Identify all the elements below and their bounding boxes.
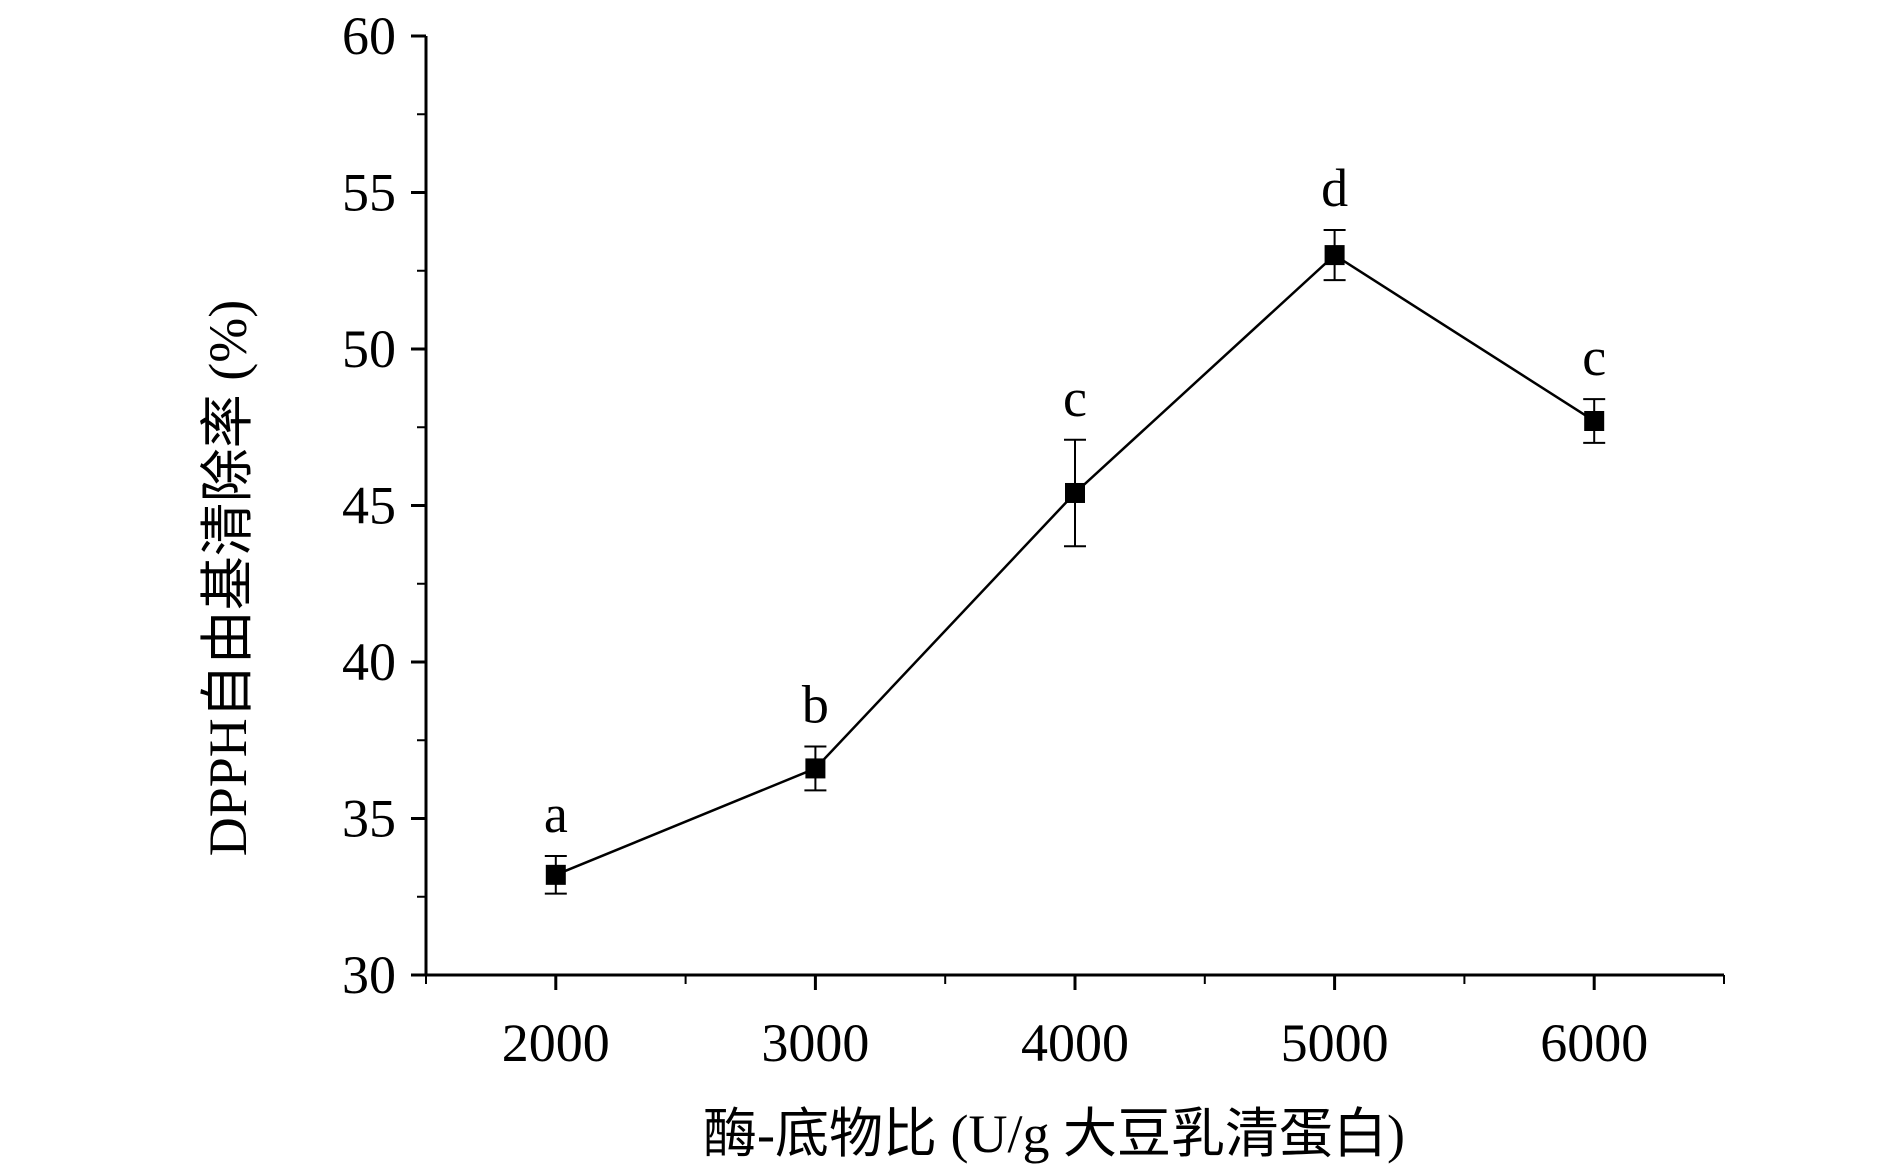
x-axis-label: 酶-底物比 (U/g 大豆乳清蛋白) <box>703 1104 1405 1164</box>
y-tick-label: 55 <box>342 163 396 223</box>
significance-letter: c <box>1582 327 1606 387</box>
significance-letter: d <box>1321 158 1348 218</box>
data-point-marker <box>545 864 566 885</box>
y-tick-label: 45 <box>342 476 396 536</box>
data-point-marker <box>1584 410 1605 431</box>
x-tick-label: 2000 <box>502 1013 610 1073</box>
y-tick-label: 30 <box>342 945 396 1005</box>
ticks: 30 35 40 45 50 55 60 2000 3000 4000 5000 6000 <box>342 6 1725 1073</box>
data-point-marker <box>1324 245 1345 266</box>
significance-letter: a <box>544 784 568 844</box>
y-tick-label: 50 <box>342 319 396 379</box>
x-tick-label: 3000 <box>761 1013 869 1073</box>
x-tick-label: 5000 <box>1281 1013 1389 1073</box>
x-tick-label: 4000 <box>1021 1013 1129 1073</box>
y-tick-label: 60 <box>342 6 396 66</box>
series-line <box>555 253 1595 876</box>
y-axis-label: DPPH自由基清除率 (%) <box>198 300 258 857</box>
x-tick-label: 6000 <box>1540 1013 1648 1073</box>
y-tick-label: 35 <box>342 789 396 849</box>
data-point-marker <box>1065 482 1085 503</box>
data-point-marker <box>805 758 826 779</box>
significance-letter: b <box>802 675 829 735</box>
y-tick-label: 40 <box>342 632 396 692</box>
series: a b c d c <box>544 158 1606 895</box>
significance-letter: c <box>1063 368 1087 428</box>
